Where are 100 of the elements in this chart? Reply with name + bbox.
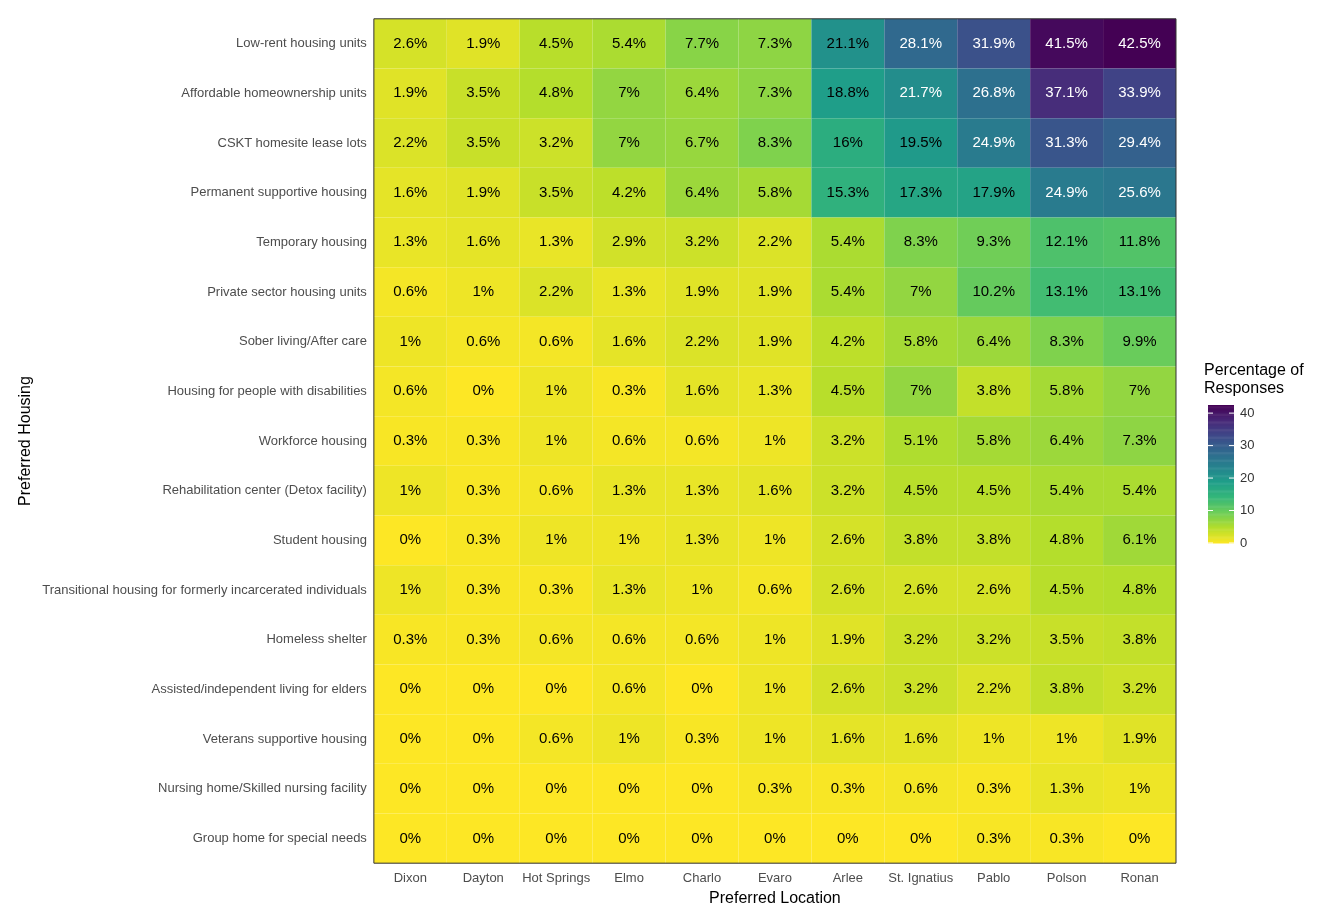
data-label: 0.3% [684,729,720,747]
data-label: 17.9% [972,182,1015,200]
data-label: 1% [618,530,640,548]
data-label: 8.3% [903,232,938,250]
y-tick-label: Low-rent housing units [236,35,368,51]
data-label: 2.6% [830,679,865,697]
data-label: 1.6% [466,232,501,250]
data-label: 5.8% [1049,381,1084,399]
data-label: 7% [909,381,932,399]
data-label: 0.6% [539,729,574,747]
data-label: 6.7% [684,133,720,151]
data-label: 1.3% [684,480,720,498]
data-label: 0% [764,828,786,846]
data-label: 1% [545,431,568,449]
data-label: 21.7% [899,83,943,101]
y-tick-label: Workforce housing [258,432,367,448]
data-label: 7.3% [1122,431,1157,449]
y-tick-label: Student housing [272,531,367,547]
y-tick-label: Assisted/independent living for elders [151,680,368,696]
data-label: 0% [618,828,640,846]
data-label: 0% [618,778,640,796]
data-label: 3.8% [1049,679,1084,697]
data-label: 0% [472,381,495,399]
data-label: 0.3% [466,580,501,598]
data-label: 0.6% [466,331,501,349]
data-label: 1% [399,580,422,598]
data-label: 3.2% [684,232,720,250]
data-label: 0% [399,679,422,697]
y-tick-label: Homeless shelter [266,631,368,647]
data-label: 7.7% [684,33,720,51]
data-label: 9.3% [976,232,1011,250]
data-label: 6.4% [976,331,1011,349]
data-label: 0.3% [466,629,501,647]
data-label: 1% [545,530,568,548]
data-label: 0.3% [611,381,647,399]
data-label: 12.1% [1045,232,1088,250]
data-label: 1% [764,679,786,697]
data-label: 1% [472,282,495,300]
data-label: 0.6% [903,778,938,796]
data-label: 1% [399,480,422,498]
data-label: 0.6% [539,331,574,349]
data-label: 6.1% [1122,530,1157,548]
color-bar-label: 10 [1240,502,1255,518]
data-label: 7% [1128,381,1151,399]
data-label: 1.3% [393,232,428,250]
data-label: 2.6% [393,33,428,51]
data-label: 3.5% [1049,629,1084,647]
data-label: 0% [472,778,495,796]
y-tick-label: Transitional housing for formerly incarcerated individuals [42,581,368,597]
data-label: 0.3% [466,431,501,449]
color-bar-title: Percentage of Responses [1204,361,1305,396]
data-label: 3.2% [903,679,938,697]
data-label: 2.2% [539,282,574,300]
data-label: 33.9% [1118,83,1161,101]
data-label: 1% [618,729,640,747]
data-label: 0.6% [684,431,720,449]
data-label: 3.5% [466,133,501,151]
data-label: 17.3% [899,182,943,200]
data-label: 1.3% [539,232,574,250]
x-tick-label: Evaro [757,869,792,885]
data-label: 0.3% [466,530,501,548]
data-label: 4.5% [976,480,1011,498]
data-label: 5.4% [611,33,647,51]
data-label: 4.2% [830,331,865,349]
data-label: 0.6% [757,580,793,598]
data-label: 41.5% [1045,33,1088,51]
data-label: 2.2% [976,679,1011,697]
data-label: 4.5% [539,33,574,51]
x-tick-label: Dayton [462,869,504,885]
y-tick-label: Rehabilitation center (Detox facility) [162,482,367,498]
data-label: 2.2% [684,331,720,349]
data-label: 3.2% [903,629,938,647]
data-label: 1% [399,331,422,349]
data-label: 0.6% [611,679,647,697]
data-label: 0.3% [976,828,1011,846]
data-label: 1.6% [684,381,720,399]
data-label: 8.3% [1049,331,1084,349]
data-label: 1% [764,629,786,647]
data-label: 1.9% [830,629,865,647]
data-label: 0% [399,729,422,747]
data-label: 1.9% [684,282,720,300]
data-label: 4.5% [903,480,938,498]
data-label: 7% [618,133,640,151]
y-tick-label: Permanent supportive housing [190,184,367,200]
data-label: 4.2% [611,182,647,200]
x-tick-label: Ronan [1120,869,1159,885]
data-label: 0% [691,778,713,796]
data-label: 0.6% [539,629,574,647]
data-label: 1.9% [757,282,793,300]
data-label: 9.9% [1122,331,1157,349]
data-label: 3.2% [830,431,865,449]
data-label: 0% [545,679,568,697]
data-label: 1% [1128,778,1151,796]
data-label: 3.5% [539,182,574,200]
data-label: 4.8% [1049,530,1084,548]
data-label: 1.3% [757,381,793,399]
data-label: 0% [472,679,495,697]
data-label: 0.3% [393,431,428,449]
data-label: 2.2% [393,133,428,151]
data-label: 1% [764,431,786,449]
